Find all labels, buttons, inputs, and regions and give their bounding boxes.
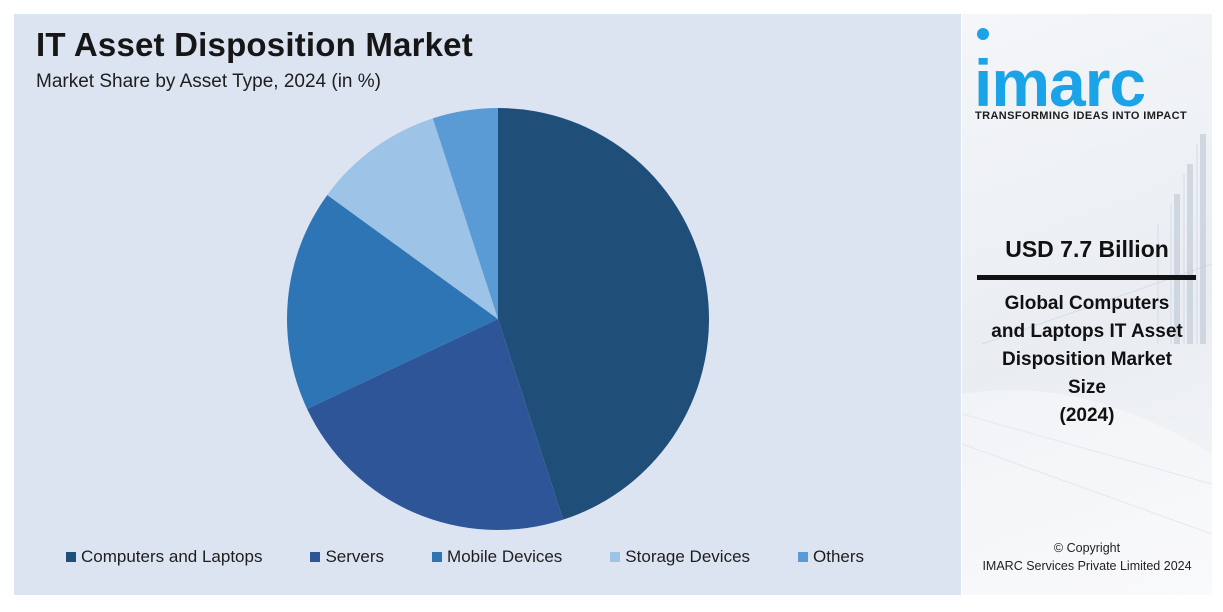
- legend-item: Storage Devices: [610, 547, 750, 567]
- legend-swatch: [798, 552, 809, 562]
- desc-line: Disposition Market: [1002, 349, 1172, 370]
- chart-legend: Computers and Laptops Servers Mobile Devic…: [66, 547, 864, 567]
- legend-item: Servers: [310, 547, 384, 567]
- market-size-value: USD 7.7 Billion: [1005, 236, 1169, 262]
- desc-line: and Laptops IT Asset: [991, 321, 1183, 342]
- pie-slice-servers: [307, 319, 564, 530]
- legend-label: Computers and Laptops: [81, 547, 263, 566]
- desc-line: (2024): [1059, 405, 1115, 426]
- legend-label: Mobile Devices: [447, 547, 563, 566]
- market-size-description: Global Computers and Laptops IT Asset Di…: [972, 290, 1202, 430]
- pie-slice-mobile-devices: [287, 194, 498, 409]
- background-decoration: [962, 134, 1212, 595]
- chart-title: IT Asset Disposition Market: [36, 26, 473, 63]
- pie-slice-computers-and-laptops: [498, 108, 710, 520]
- legend-item: Others: [798, 547, 864, 567]
- desc-line: Size: [1067, 377, 1107, 398]
- legend-swatch: [432, 552, 443, 562]
- imarc-logo: imarc: [974, 28, 1146, 120]
- logo-tagline: TRANSFORMING IDEAS INTO IMPACT: [975, 110, 1188, 122]
- desc-line: Global Computers: [1004, 293, 1170, 314]
- pie-slice-storage-devices: [327, 118, 498, 319]
- side-panel: imarc TRANSFORMING IDEAS INTO IMPACT USD…: [962, 14, 1212, 595]
- copyright-line: © Copyright: [1053, 541, 1121, 555]
- legend-swatch: [310, 552, 321, 562]
- pie-slice-others: [432, 108, 498, 319]
- chart-subtitle: Market Share by Asset Type, 2024 (in %): [36, 71, 381, 92]
- legend-item: Computers and Laptops: [66, 547, 262, 567]
- legend-swatch: [610, 552, 621, 562]
- logo-wordmark: imarc: [974, 46, 1145, 120]
- copyright: © Copyright IMARC Services Private Limit…: [962, 539, 1212, 575]
- legend-label: Servers: [325, 547, 385, 566]
- legend-swatch: [66, 552, 76, 562]
- legend-label: Storage Devices: [625, 547, 751, 566]
- chart-panel: IT Asset Disposition Market Market Share…: [14, 14, 961, 595]
- copyright-line: IMARC Services Private Limited 2024: [982, 559, 1192, 573]
- legend-label: Others: [813, 547, 865, 566]
- divider: [977, 275, 1196, 280]
- legend-item: Mobile Devices: [432, 547, 562, 567]
- pie-chart: [287, 108, 710, 530]
